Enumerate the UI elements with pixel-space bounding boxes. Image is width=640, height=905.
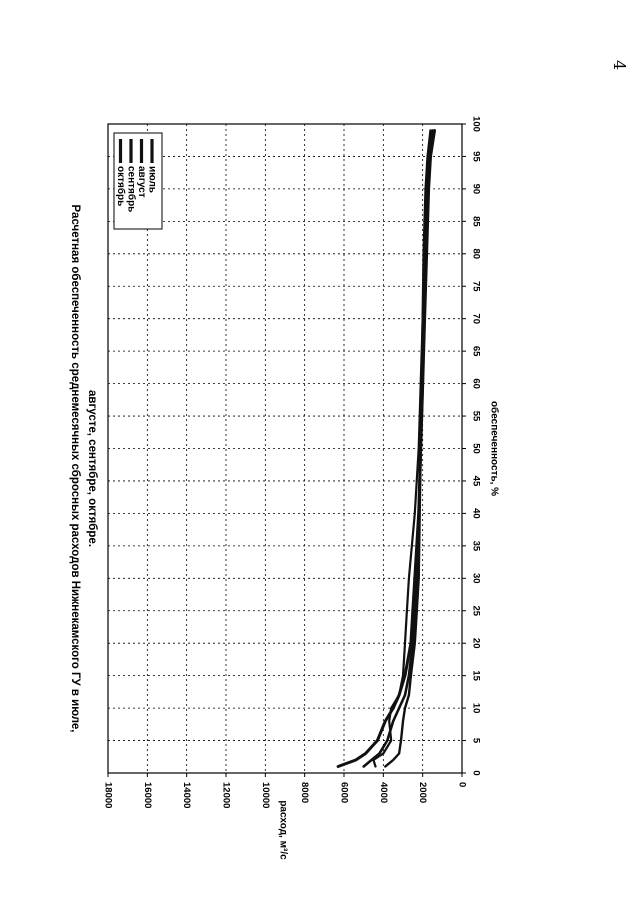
y-tick-label: 8000 — [299, 782, 310, 803]
y-axis-title: расход, м³/с — [277, 800, 288, 860]
x-tick-label: 75 — [470, 281, 481, 292]
series-line-4 — [372, 129, 434, 768]
x-tick-label: 70 — [470, 313, 481, 324]
x-tick-label: 45 — [470, 476, 481, 487]
y-tick-label: 2000 — [417, 782, 428, 803]
y-tick-label: 12000 — [220, 782, 231, 808]
series-group — [336, 129, 436, 768]
x-tick-label: 85 — [470, 216, 481, 227]
y-tick-label: 4000 — [378, 782, 389, 803]
y-tick-label: 10000 — [260, 782, 271, 808]
chart-title-line: Расчетная обеспеченность среднемесячных … — [69, 205, 81, 733]
x-tick-label: 35 — [470, 541, 481, 552]
x-tick-label: 30 — [470, 573, 481, 584]
x-tick-label: 10 — [470, 703, 481, 714]
x-tick-label: 65 — [470, 346, 481, 357]
y-tick-label: 6000 — [338, 782, 349, 803]
x-tick-label: 40 — [470, 508, 481, 519]
legend-label: июль — [146, 166, 157, 193]
x-tick-label: 25 — [470, 605, 481, 616]
x-tick-label: 90 — [470, 184, 481, 195]
x-tick-label: 20 — [470, 638, 481, 649]
y-tick-label: 0 — [456, 782, 467, 787]
legend-label: сентябрь — [125, 166, 137, 212]
y-tick-label: 16000 — [142, 782, 153, 808]
chart-grid — [108, 124, 462, 773]
x-tick-label: 95 — [470, 151, 481, 162]
legend-label: август — [136, 166, 147, 198]
x-axis-title: обеспеченность, % — [488, 401, 500, 496]
x-tick-label: 60 — [470, 378, 481, 389]
chart-title-line: августе, сентябре, октябре. — [86, 390, 98, 547]
x-tick-label: 15 — [470, 670, 481, 681]
x-tick-label: 80 — [470, 249, 481, 260]
chart-text-group: 0 5 10 15 20 25 30 35 40 45 50 55 60 65 70 75 80 85 90 95 10… — [69, 116, 500, 860]
y-tick-label: 18000 — [102, 782, 113, 808]
x-tick-label: 5 — [470, 738, 481, 744]
axis-ticks — [107, 123, 466, 777]
y-tick-label: 14000 — [181, 782, 192, 808]
x-tick-label: 100 — [470, 116, 481, 132]
legend-label: октябрь — [115, 166, 127, 206]
series-line-1 — [336, 129, 436, 768]
x-tick-label: 50 — [470, 443, 481, 454]
x-tick-label: 0 — [470, 770, 481, 775]
x-tick-label: 55 — [470, 411, 481, 422]
